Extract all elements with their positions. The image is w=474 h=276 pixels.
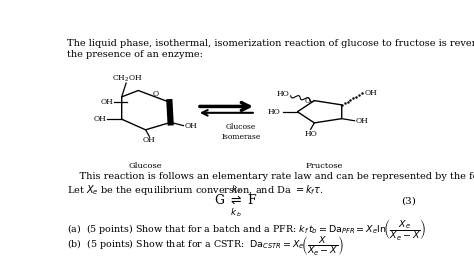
Text: Glucose: Glucose [129,162,163,170]
Text: HO: HO [267,108,280,116]
Text: OH: OH [100,98,113,106]
Text: OH: OH [356,117,368,125]
Text: O: O [153,90,159,98]
Text: OH: OH [365,89,377,97]
Text: (3): (3) [401,197,416,206]
Text: G $\overset{k_f}{\underset{k_b}{\rightleftharpoons}}$ F: G $\overset{k_f}{\underset{k_b}{\rightle… [213,183,257,219]
Text: HO: HO [277,90,290,98]
Text: The liquid phase, isothermal, isomerization reaction of glucose to fructose is r: The liquid phase, isothermal, isomerizat… [66,39,474,59]
Text: Fructose: Fructose [305,162,342,170]
Text: OH: OH [93,115,106,123]
Text: (a)  (5 points) Show that for a batch and a PFR: $k_f\, t_b = \mathrm{Da}_{PFR} : (a) (5 points) Show that for a batch and… [66,217,426,242]
Text: HO: HO [304,130,317,138]
Text: OH: OH [184,121,197,129]
Text: O: O [305,97,311,105]
Text: OH: OH [143,136,155,144]
Text: Glucose
Isomerase: Glucose Isomerase [221,123,261,141]
Text: (b)  (5 points) Show that for a CSTR:  $\mathrm{Da}_{CSTR} = X_e\!\left(\dfrac{X: (b) (5 points) Show that for a CSTR: $\m… [66,234,344,257]
Text: This reaction is follows an elementary rate law and can be represented by the fo: This reaction is follows an elementary r… [66,172,474,197]
Text: CH$_2$OH: CH$_2$OH [112,74,143,84]
